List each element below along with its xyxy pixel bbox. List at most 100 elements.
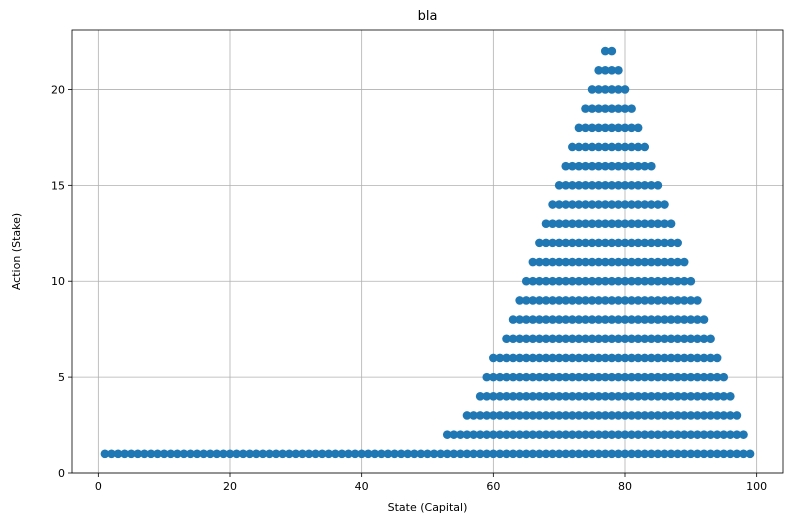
data-point	[620, 238, 630, 248]
data-point	[600, 238, 610, 248]
y-axis-label: Action (Stake)	[10, 213, 23, 290]
data-point	[607, 65, 617, 75]
data-point	[568, 161, 577, 171]
data-point	[666, 334, 676, 344]
data-point	[574, 411, 584, 420]
data-point	[462, 411, 472, 420]
data-point	[574, 449, 584, 459]
data-point	[587, 315, 597, 324]
data-point	[712, 411, 722, 420]
data-point	[679, 430, 689, 439]
data-point	[489, 411, 498, 420]
data-point	[679, 276, 689, 286]
data-point	[607, 85, 617, 94]
data-point	[614, 85, 623, 94]
data-point	[153, 449, 162, 459]
data-point	[554, 200, 564, 209]
data-point	[548, 219, 557, 228]
data-point	[607, 391, 617, 401]
data-point	[627, 200, 636, 209]
data-point	[614, 315, 623, 324]
data-point	[508, 372, 518, 382]
data-point	[620, 142, 630, 152]
data-point	[159, 449, 169, 459]
data-point	[607, 161, 617, 171]
data-point	[521, 315, 531, 324]
data-point	[620, 200, 630, 209]
data-point	[620, 104, 630, 113]
data-point	[633, 411, 643, 420]
data-point	[587, 334, 597, 344]
data-point	[600, 334, 610, 344]
data-point	[548, 315, 557, 324]
data-point	[581, 296, 590, 305]
data-point	[521, 353, 531, 363]
data-point	[133, 449, 143, 459]
data-point	[554, 315, 564, 324]
data-point	[647, 353, 656, 363]
data-point	[699, 372, 709, 382]
data-point	[640, 391, 650, 401]
data-point	[581, 181, 590, 190]
data-point	[640, 449, 650, 459]
data-point	[739, 430, 748, 439]
data-point	[594, 411, 603, 420]
data-point	[666, 257, 676, 267]
data-point	[719, 430, 729, 439]
data-point	[627, 238, 636, 248]
data-point	[568, 200, 577, 209]
data-point	[614, 104, 623, 113]
data-point	[521, 411, 531, 420]
data-point	[607, 257, 617, 267]
data-point	[706, 430, 715, 439]
data-point	[693, 334, 702, 344]
data-point	[660, 334, 669, 344]
data-point	[640, 181, 650, 190]
data-point	[561, 257, 571, 267]
data-point	[166, 449, 176, 459]
data-point	[581, 430, 590, 439]
data-point	[390, 449, 399, 459]
data-point	[146, 449, 156, 459]
data-point	[482, 372, 492, 382]
x-tick-label: 20	[223, 480, 237, 493]
x-tick-label: 0	[95, 480, 102, 493]
data-point	[502, 391, 511, 401]
data-point	[647, 161, 656, 171]
data-point	[219, 449, 228, 459]
y-tick-label: 20	[51, 83, 65, 96]
data-point	[620, 353, 630, 363]
data-point	[594, 85, 603, 94]
plot-frame	[71, 29, 784, 474]
data-point	[574, 181, 584, 190]
data-point	[627, 430, 636, 439]
data-point	[633, 430, 643, 439]
data-point	[594, 65, 603, 75]
data-point	[528, 353, 538, 363]
data-point	[337, 449, 347, 459]
data-point	[600, 219, 610, 228]
data-point	[679, 315, 689, 324]
data-point	[633, 334, 643, 344]
data-point	[627, 372, 636, 382]
data-point	[686, 334, 696, 344]
data-point	[594, 181, 603, 190]
data-point	[653, 276, 663, 286]
data-point	[548, 372, 557, 382]
data-point	[653, 315, 663, 324]
data-point	[561, 200, 571, 209]
data-point	[508, 334, 518, 344]
data-point	[508, 391, 518, 401]
data-point	[614, 276, 623, 286]
data-point	[554, 353, 564, 363]
data-point	[541, 219, 551, 228]
data-point	[633, 353, 643, 363]
data-point	[732, 411, 742, 420]
data-point	[554, 276, 564, 286]
data-point	[647, 315, 656, 324]
data-point	[548, 200, 557, 209]
data-point	[568, 276, 577, 286]
data-point	[653, 238, 663, 248]
data-point	[620, 430, 630, 439]
data-point	[712, 353, 722, 363]
